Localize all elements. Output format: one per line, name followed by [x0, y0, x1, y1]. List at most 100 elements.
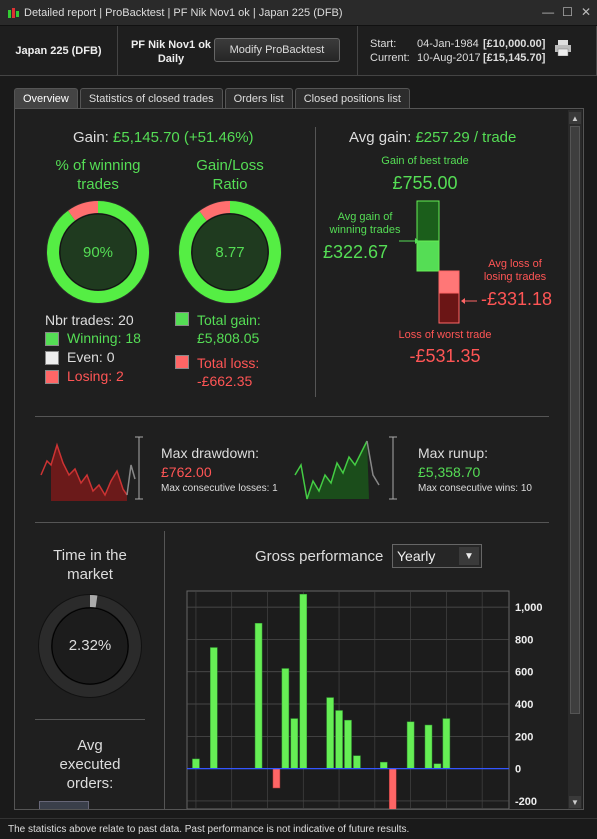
report-header: Japan 225 (DFB) PF Nik Nov1 ok Daily Mod… — [0, 26, 597, 76]
orders-graphic — [39, 801, 89, 809]
donut-center — [51, 607, 129, 685]
minimize-icon[interactable]: — — [542, 5, 555, 19]
worst-trade-label: Loss of worst trade — [398, 329, 492, 341]
start-amount: [£10,000.00] — [483, 38, 546, 50]
chart-bar — [424, 724, 433, 769]
chevron-down-icon[interactable]: ▼ — [459, 547, 479, 565]
chart-bar — [433, 763, 442, 769]
avg-loss-losing-value: -£331.18 — [481, 289, 553, 309]
tab-overview[interactable]: Overview — [14, 88, 78, 108]
gain-label: Gain: — [73, 129, 109, 146]
y-tick-label: 0 — [515, 764, 521, 776]
tab-bar: Overview Statistics of closed trades Ord… — [14, 88, 412, 108]
max-consecutive-wins: Max consecutive wins: 10 — [418, 483, 532, 494]
total-gain: Total gain: £5,808.05 — [197, 312, 261, 346]
trade-range-graphic — [399, 200, 477, 324]
section-divider — [315, 127, 316, 397]
worst-trade-value: -£531.35 — [409, 346, 481, 366]
gain-heading: Gain: £5,145.70 (+51.46%) — [73, 129, 254, 146]
disclaimer-footer: The statistics above relate to past data… — [0, 818, 597, 839]
avg-gain-heading: Avg gain: £257.29 / trade — [349, 129, 516, 146]
gross-performance-label: Gross performance — [255, 548, 384, 565]
current-label: Current: — [370, 52, 410, 64]
start-label: Start: — [370, 38, 397, 50]
close-icon[interactable]: ✕ — [580, 5, 591, 19]
losing-count: Losing: 2 — [67, 368, 124, 384]
time-in-market-value: 2.32% — [68, 637, 112, 654]
left-divider — [35, 719, 145, 720]
chart-bar — [380, 761, 388, 769]
maximize-icon[interactable]: ☐ — [562, 5, 573, 19]
printer-icon[interactable] — [554, 40, 572, 56]
runup-sparkline — [294, 436, 397, 500]
time-in-market-donut — [38, 594, 142, 698]
scroll-up-icon[interactable]: ▲ — [569, 112, 581, 124]
chart-bar — [272, 768, 281, 789]
chart-bar — [254, 623, 263, 769]
row-divider-1 — [35, 416, 549, 417]
capital-dates: Start: 04-Jan-1984 [£10,000.00] Current: 10… — [358, 26, 597, 76]
chart-bar — [353, 755, 361, 769]
max-runup-label: Max runup: — [418, 445, 489, 461]
chart-bar — [406, 721, 415, 769]
gain-loss-ratio-value: 8.77 — [215, 244, 245, 261]
chart-bar — [210, 647, 218, 769]
y-tick-label: 1,000 — [515, 602, 543, 614]
avg-gain-value: £257.29 / trade — [415, 129, 517, 146]
y-tick-label: 200 — [515, 731, 533, 743]
max-drawdown-label: Max drawdown: — [161, 445, 260, 461]
chart-bar — [344, 719, 352, 769]
donut-center — [191, 213, 269, 291]
total-gain-swatch — [175, 312, 189, 326]
overview-panel: Gain: £5,145.70 (+51.46%) % of winning t… — [14, 108, 584, 810]
winning-count: Winning: 18 — [67, 330, 141, 346]
avg-gain-label: Avg gain: — [349, 129, 412, 146]
window-titlebar: Detailed report | ProBacktest | PF Nik N… — [0, 0, 597, 26]
pct-winning-value: 90% — [82, 244, 114, 261]
tab-orders-list[interactable]: Orders list — [224, 88, 293, 108]
max-consecutive-losses: Max consecutive losses: 1 — [161, 483, 278, 494]
pct-winning-donut — [46, 200, 150, 304]
strategy-section: PF Nik Nov1 ok Daily Modify ProBacktest — [118, 26, 358, 76]
y-tick-label: 800 — [515, 634, 533, 646]
period-select[interactable]: Yearly ▼ — [392, 544, 482, 568]
winning-swatch — [45, 332, 59, 346]
app-icon — [8, 7, 19, 18]
window-title: Detailed report | ProBacktest | PF Nik N… — [24, 6, 343, 19]
avg-gain-winning-label: Avg gain of winning trades — [329, 211, 401, 236]
chart-bar — [326, 697, 334, 769]
chart-bar — [442, 718, 451, 769]
best-trade-label: Gain of best trade — [381, 155, 469, 167]
avg-loss-losing-label: Avg loss of losing trades — [483, 258, 547, 283]
avg-gain-winning-value: £322.67 — [323, 242, 389, 262]
donut-rest-arc — [68, 201, 99, 221]
y-tick-label: 600 — [515, 667, 533, 679]
pct-winning-title: % of winning trades — [55, 157, 141, 193]
drawdown-sparkline — [40, 436, 143, 501]
period-select-value: Yearly — [397, 548, 436, 564]
tab-closed-positions-list[interactable]: Closed positions list — [294, 88, 410, 108]
scroll-down-icon[interactable]: ▼ — [569, 796, 581, 808]
max-drawdown-value: £762.00 — [161, 464, 212, 480]
donut-rest-arc — [199, 201, 231, 221]
nbr-trades: Nbr trades: 20 — [45, 312, 134, 328]
current-date: 10-Aug-2017 — [417, 52, 481, 64]
strategy-name: PF Nik Nov1 ok Daily — [130, 39, 212, 65]
gain-loss-ratio-donut — [178, 200, 282, 304]
even-count: Even: 0 — [67, 349, 115, 365]
chart-bar — [299, 593, 308, 769]
even-swatch — [45, 351, 59, 365]
bottom-section-divider — [164, 531, 165, 809]
best-trade-value: £755.00 — [392, 173, 458, 193]
y-tick-label: -200 — [515, 796, 537, 808]
modify-probacktest-button[interactable]: Modify ProBacktest — [214, 38, 340, 62]
max-runup-value: £5,358.70 — [418, 464, 481, 480]
scroll-thumb[interactable] — [570, 126, 580, 714]
tab-statistics-closed-trades[interactable]: Statistics of closed trades — [79, 88, 223, 108]
current-amount: [£15,145.70] — [483, 52, 546, 64]
gain-value: £5,145.70 (+51.46%) — [113, 129, 254, 146]
vertical-scrollbar[interactable]: ▲ ▼ — [568, 110, 582, 809]
losing-swatch — [45, 370, 59, 384]
gain-loss-ratio-title: Gain/Loss Ratio — [196, 157, 264, 193]
donut-main-arc — [179, 201, 281, 303]
